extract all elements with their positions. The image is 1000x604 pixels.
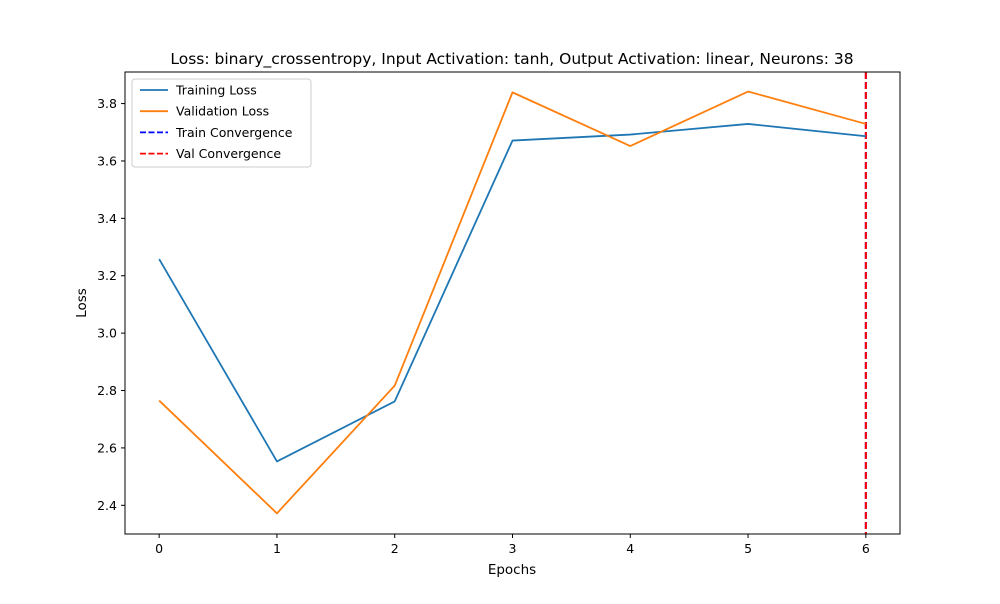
y-tick-label: 3.2 <box>97 268 117 283</box>
x-tick-label: 1 <box>273 541 281 556</box>
y-tick-label: 3.8 <box>97 96 117 111</box>
y-tick-label: 2.6 <box>97 440 117 455</box>
y-tick-label: 3.6 <box>97 153 117 168</box>
x-axis: 0 1 2 3 4 5 6 <box>155 534 870 556</box>
x-tick-label: 4 <box>626 541 634 556</box>
legend-box <box>131 78 312 168</box>
training-loss-series <box>158 123 866 463</box>
legend-label: Training Loss <box>175 83 257 98</box>
chart-title: Loss: binary_crossentropy, Input Activat… <box>170 50 853 69</box>
validation-loss-series <box>158 90 867 515</box>
legend-label: Val Convergence <box>176 146 281 161</box>
y-axis: 2.4 2.6 2.8 3.0 3.2 3.4 3.6 3.8 <box>97 96 125 513</box>
plot-area <box>158 72 867 534</box>
x-tick-label: 3 <box>509 541 517 556</box>
y-tick-label: 2.4 <box>97 498 117 513</box>
legend: Training Loss Validation Loss Train Conver… <box>131 78 312 168</box>
legend-label: Validation Loss <box>176 104 269 119</box>
y-tick-label: 2.8 <box>97 383 117 398</box>
y-tick-label: 3.4 <box>97 211 117 226</box>
x-tick-label: 2 <box>391 541 399 556</box>
legend-label: Train Convergence <box>175 125 293 140</box>
x-tick-label: 0 <box>155 541 163 556</box>
y-tick-label: 3.0 <box>97 326 117 341</box>
y-axis-label: Loss <box>74 288 90 318</box>
x-tick-label: 6 <box>862 541 870 556</box>
x-axis-label: Epochs <box>488 562 536 578</box>
x-tick-label: 5 <box>744 541 752 556</box>
